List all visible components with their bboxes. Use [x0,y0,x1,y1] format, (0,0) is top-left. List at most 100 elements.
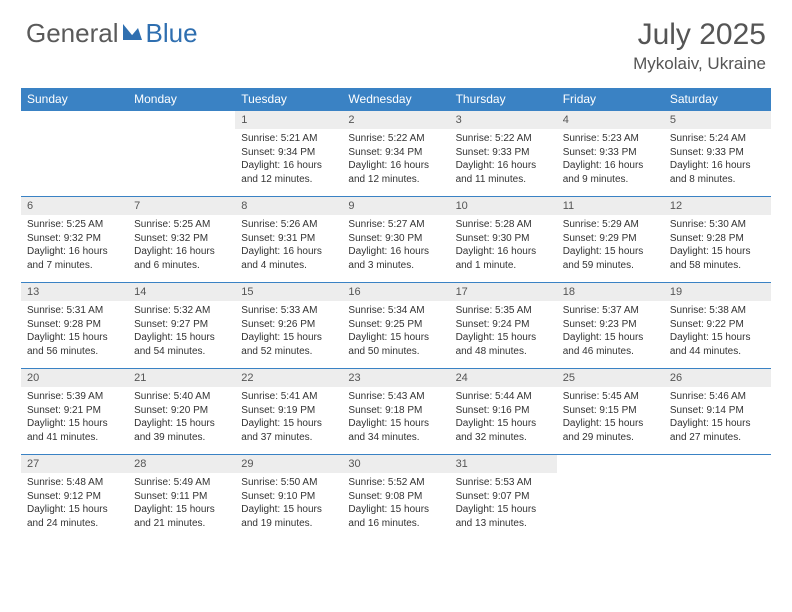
calendar-cell: 11Sunrise: 5:29 AMSunset: 9:29 PMDayligh… [557,197,664,283]
weekday-sunday: Sunday [21,88,128,111]
day-number: 13 [21,283,128,301]
day-number: 11 [557,197,664,215]
day-details: Sunrise: 5:27 AMSunset: 9:30 PMDaylight:… [342,215,449,276]
calendar-cell: 15Sunrise: 5:33 AMSunset: 9:26 PMDayligh… [235,283,342,369]
day-number: 14 [128,283,235,301]
calendar-cell: 6Sunrise: 5:25 AMSunset: 9:32 PMDaylight… [21,197,128,283]
calendar-cell: 2Sunrise: 5:22 AMSunset: 9:34 PMDaylight… [342,111,449,197]
day-number: 24 [450,369,557,387]
day-details: Sunrise: 5:37 AMSunset: 9:23 PMDaylight:… [557,301,664,362]
calendar-cell: 13Sunrise: 5:31 AMSunset: 9:28 PMDayligh… [21,283,128,369]
day-details: Sunrise: 5:25 AMSunset: 9:32 PMDaylight:… [21,215,128,276]
day-number: 15 [235,283,342,301]
day-number: 6 [21,197,128,215]
day-details: Sunrise: 5:23 AMSunset: 9:33 PMDaylight:… [557,129,664,190]
day-details: Sunrise: 5:29 AMSunset: 9:29 PMDaylight:… [557,215,664,276]
calendar-cell: 7Sunrise: 5:25 AMSunset: 9:32 PMDaylight… [128,197,235,283]
calendar-cell-empty [128,111,235,197]
day-details: Sunrise: 5:53 AMSunset: 9:07 PMDaylight:… [450,473,557,534]
day-number: 19 [664,283,771,301]
day-details: Sunrise: 5:24 AMSunset: 9:33 PMDaylight:… [664,129,771,190]
day-number: 27 [21,455,128,473]
day-number: 8 [235,197,342,215]
calendar-cell: 26Sunrise: 5:46 AMSunset: 9:14 PMDayligh… [664,369,771,455]
calendar-cell: 16Sunrise: 5:34 AMSunset: 9:25 PMDayligh… [342,283,449,369]
day-number: 20 [21,369,128,387]
day-details: Sunrise: 5:49 AMSunset: 9:11 PMDaylight:… [128,473,235,534]
day-details: Sunrise: 5:21 AMSunset: 9:34 PMDaylight:… [235,129,342,190]
day-number: 7 [128,197,235,215]
calendar-cell: 9Sunrise: 5:27 AMSunset: 9:30 PMDaylight… [342,197,449,283]
day-details: Sunrise: 5:52 AMSunset: 9:08 PMDaylight:… [342,473,449,534]
day-number: 9 [342,197,449,215]
day-details: Sunrise: 5:43 AMSunset: 9:18 PMDaylight:… [342,387,449,448]
day-details: Sunrise: 5:31 AMSunset: 9:28 PMDaylight:… [21,301,128,362]
weekday-thursday: Thursday [450,88,557,111]
month-title: July 2025 [633,18,766,52]
day-details: Sunrise: 5:22 AMSunset: 9:33 PMDaylight:… [450,129,557,190]
calendar-table: Sunday Monday Tuesday Wednesday Thursday… [21,88,771,541]
day-number: 31 [450,455,557,473]
calendar-row: 6Sunrise: 5:25 AMSunset: 9:32 PMDaylight… [21,197,771,283]
calendar-cell: 23Sunrise: 5:43 AMSunset: 9:18 PMDayligh… [342,369,449,455]
day-details: Sunrise: 5:40 AMSunset: 9:20 PMDaylight:… [128,387,235,448]
calendar-cell-empty [21,111,128,197]
day-details: Sunrise: 5:25 AMSunset: 9:32 PMDaylight:… [128,215,235,276]
calendar-cell-empty [664,455,771,541]
calendar-row: 1Sunrise: 5:21 AMSunset: 9:34 PMDaylight… [21,111,771,197]
calendar-cell: 21Sunrise: 5:40 AMSunset: 9:20 PMDayligh… [128,369,235,455]
day-number: 25 [557,369,664,387]
calendar-cell: 29Sunrise: 5:50 AMSunset: 9:10 PMDayligh… [235,455,342,541]
logo-text-blue: Blue [146,18,198,49]
calendar-cell: 18Sunrise: 5:37 AMSunset: 9:23 PMDayligh… [557,283,664,369]
day-number: 12 [664,197,771,215]
day-number: 3 [450,111,557,129]
day-details: Sunrise: 5:46 AMSunset: 9:14 PMDaylight:… [664,387,771,448]
day-number: 28 [128,455,235,473]
logo-sail-icon [122,18,144,49]
day-number: 30 [342,455,449,473]
day-number: 22 [235,369,342,387]
calendar-cell: 14Sunrise: 5:32 AMSunset: 9:27 PMDayligh… [128,283,235,369]
day-number: 21 [128,369,235,387]
calendar-cell: 20Sunrise: 5:39 AMSunset: 9:21 PMDayligh… [21,369,128,455]
header: General Blue July 2025 Mykolaiv, Ukraine [0,0,792,80]
calendar-cell: 12Sunrise: 5:30 AMSunset: 9:28 PMDayligh… [664,197,771,283]
day-details: Sunrise: 5:33 AMSunset: 9:26 PMDaylight:… [235,301,342,362]
calendar-cell: 30Sunrise: 5:52 AMSunset: 9:08 PMDayligh… [342,455,449,541]
calendar-row: 20Sunrise: 5:39 AMSunset: 9:21 PMDayligh… [21,369,771,455]
calendar-body: 1Sunrise: 5:21 AMSunset: 9:34 PMDaylight… [21,111,771,541]
day-number: 17 [450,283,557,301]
day-details: Sunrise: 5:28 AMSunset: 9:30 PMDaylight:… [450,215,557,276]
weekday-header-row: Sunday Monday Tuesday Wednesday Thursday… [21,88,771,111]
day-details: Sunrise: 5:39 AMSunset: 9:21 PMDaylight:… [21,387,128,448]
day-number: 4 [557,111,664,129]
location: Mykolaiv, Ukraine [633,54,766,74]
day-number: 10 [450,197,557,215]
calendar-cell: 25Sunrise: 5:45 AMSunset: 9:15 PMDayligh… [557,369,664,455]
day-number: 29 [235,455,342,473]
calendar-cell: 24Sunrise: 5:44 AMSunset: 9:16 PMDayligh… [450,369,557,455]
calendar-cell: 10Sunrise: 5:28 AMSunset: 9:30 PMDayligh… [450,197,557,283]
weekday-saturday: Saturday [664,88,771,111]
calendar-cell: 19Sunrise: 5:38 AMSunset: 9:22 PMDayligh… [664,283,771,369]
day-number: 26 [664,369,771,387]
title-block: July 2025 Mykolaiv, Ukraine [633,18,766,74]
calendar-cell-empty [557,455,664,541]
day-number: 2 [342,111,449,129]
calendar-row: 27Sunrise: 5:48 AMSunset: 9:12 PMDayligh… [21,455,771,541]
logo: General Blue [26,18,198,49]
calendar-cell: 27Sunrise: 5:48 AMSunset: 9:12 PMDayligh… [21,455,128,541]
weekday-wednesday: Wednesday [342,88,449,111]
day-details: Sunrise: 5:38 AMSunset: 9:22 PMDaylight:… [664,301,771,362]
calendar-cell: 31Sunrise: 5:53 AMSunset: 9:07 PMDayligh… [450,455,557,541]
calendar-cell: 8Sunrise: 5:26 AMSunset: 9:31 PMDaylight… [235,197,342,283]
day-details: Sunrise: 5:45 AMSunset: 9:15 PMDaylight:… [557,387,664,448]
day-details: Sunrise: 5:26 AMSunset: 9:31 PMDaylight:… [235,215,342,276]
day-number: 23 [342,369,449,387]
calendar-cell: 5Sunrise: 5:24 AMSunset: 9:33 PMDaylight… [664,111,771,197]
day-details: Sunrise: 5:35 AMSunset: 9:24 PMDaylight:… [450,301,557,362]
weekday-monday: Monday [128,88,235,111]
calendar-cell: 1Sunrise: 5:21 AMSunset: 9:34 PMDaylight… [235,111,342,197]
weekday-tuesday: Tuesday [235,88,342,111]
